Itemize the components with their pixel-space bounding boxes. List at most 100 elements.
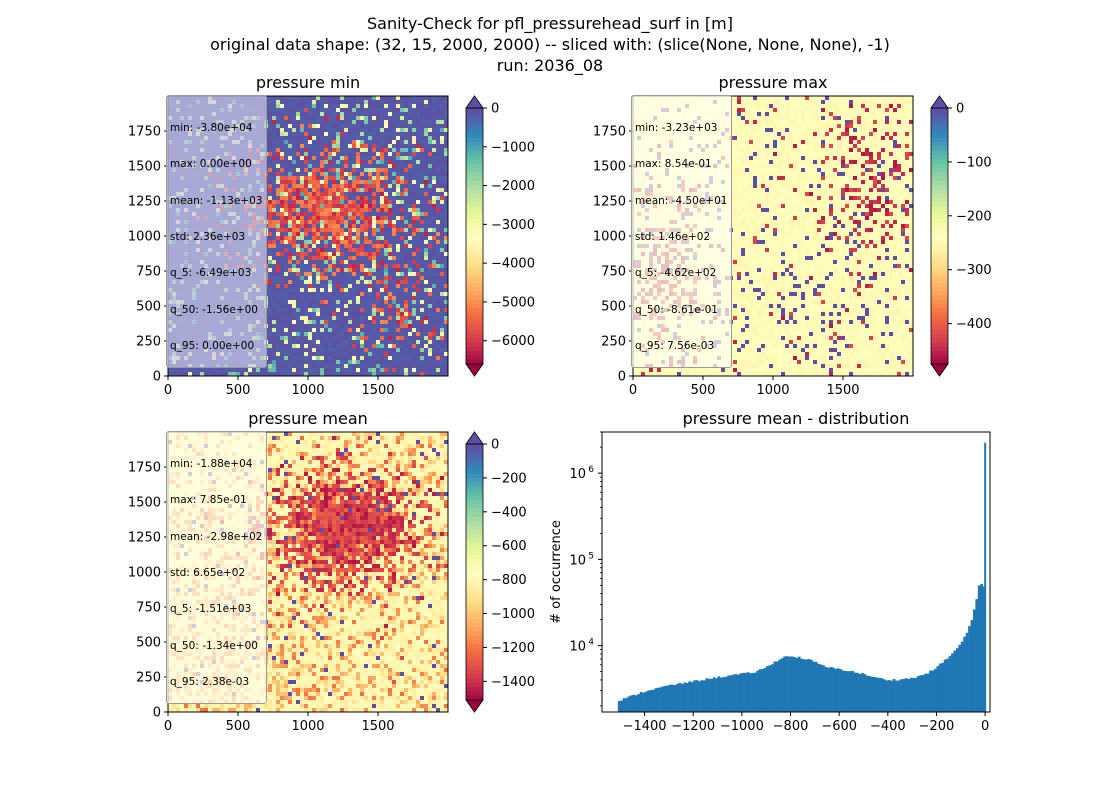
heatmap-cell bbox=[380, 124, 385, 129]
heatmap-cell bbox=[432, 284, 437, 289]
heatmap-cell bbox=[372, 332, 377, 337]
heatmap-cell bbox=[312, 96, 317, 101]
heatmap-cell bbox=[280, 284, 285, 289]
heatmap-cell bbox=[336, 200, 341, 205]
heatmap-cell bbox=[356, 160, 361, 165]
heatmap-cell bbox=[324, 104, 329, 109]
heatmap-cell bbox=[388, 112, 393, 117]
heatmap-cell bbox=[340, 180, 345, 185]
heatmap-cell bbox=[384, 124, 389, 129]
heatmap-cell bbox=[328, 108, 333, 113]
colorbar-segment bbox=[466, 163, 483, 169]
heatmap-cell bbox=[380, 336, 385, 341]
heatmap-cell bbox=[420, 252, 425, 257]
heatmap-cell bbox=[276, 356, 281, 361]
heatmap-cell bbox=[352, 108, 357, 113]
heatmap-cell bbox=[304, 140, 309, 145]
heatmap-cell bbox=[444, 144, 449, 149]
heatmap-cell bbox=[392, 308, 397, 313]
heatmap-cell bbox=[436, 152, 441, 157]
heatmap-cell bbox=[296, 368, 301, 373]
heatmap-cell bbox=[332, 228, 337, 233]
heatmap-cell bbox=[412, 140, 417, 145]
heatmap-cell bbox=[328, 356, 333, 361]
heatmap-cell bbox=[376, 140, 381, 145]
colorbar-segment bbox=[466, 261, 483, 267]
heatmap-cell bbox=[420, 248, 425, 253]
heatmap-cell bbox=[268, 308, 273, 313]
heatmap-cell bbox=[372, 328, 377, 333]
heatmap-cell bbox=[300, 104, 305, 109]
heatmap-cell bbox=[400, 172, 405, 177]
heatmap-cell bbox=[440, 240, 445, 245]
heatmap-cell bbox=[400, 212, 405, 217]
heatmap-cell bbox=[276, 112, 281, 117]
heatmap-cell bbox=[352, 328, 357, 333]
heatmap-cell bbox=[296, 192, 301, 197]
heatmap-cell bbox=[288, 288, 293, 293]
heatmap-cell bbox=[272, 208, 277, 213]
heatmap-cell bbox=[400, 336, 405, 341]
heatmap-cell bbox=[272, 364, 277, 369]
heatmap-cell bbox=[280, 120, 285, 125]
heatmap-cell bbox=[432, 344, 437, 349]
heatmap-cell bbox=[332, 256, 337, 261]
heatmap-cell bbox=[268, 300, 273, 305]
heatmap-cell bbox=[380, 240, 385, 245]
heatmap-cell bbox=[280, 252, 285, 257]
heatmap-cell bbox=[440, 228, 445, 233]
heatmap-cell bbox=[284, 344, 289, 349]
heatmap-cell bbox=[280, 272, 285, 277]
heatmap-cell bbox=[304, 372, 309, 377]
heatmap-cell bbox=[296, 356, 301, 361]
heatmap-cell bbox=[268, 272, 273, 277]
heatmap-cell bbox=[432, 360, 437, 365]
heatmap-cell bbox=[376, 168, 381, 173]
heatmap-cell bbox=[284, 124, 289, 129]
heatmap-cell bbox=[344, 332, 349, 337]
heatmap-cell bbox=[424, 288, 429, 293]
heatmap-cell bbox=[320, 192, 325, 197]
heatmap-cell bbox=[308, 152, 313, 157]
heatmap-cell bbox=[360, 356, 365, 361]
heatmap-cell bbox=[304, 148, 309, 153]
colorbar-segment bbox=[466, 125, 483, 130]
heatmap-cell bbox=[316, 192, 321, 197]
heatmap-cell bbox=[428, 100, 433, 105]
heatmap-cell bbox=[388, 368, 393, 373]
heatmap-cell bbox=[284, 260, 289, 265]
heatmap-cell bbox=[352, 272, 357, 277]
heatmap-cell bbox=[304, 108, 309, 113]
heatmap-cell bbox=[316, 220, 321, 225]
heatmap-cell bbox=[356, 288, 361, 293]
heatmap-cell bbox=[416, 188, 421, 193]
heatmap-cell bbox=[444, 140, 449, 145]
heatmap-cell bbox=[272, 120, 277, 125]
heatmap-cell bbox=[412, 172, 417, 177]
heatmap-cell bbox=[312, 180, 317, 185]
heatmap-cell bbox=[312, 260, 317, 265]
heatmap-cell bbox=[348, 304, 353, 309]
heatmap-cell bbox=[280, 312, 285, 317]
heatmap-cell bbox=[432, 108, 437, 113]
heatmap-cell bbox=[428, 284, 433, 289]
heatmap-cell bbox=[364, 132, 369, 137]
heatmap-cell bbox=[192, 368, 197, 373]
heatmap-cell bbox=[276, 228, 281, 233]
heatmap-cell bbox=[384, 172, 389, 177]
heatmap-cell bbox=[316, 372, 321, 377]
heatmap-cell bbox=[412, 184, 417, 189]
heatmap-cell bbox=[324, 192, 329, 197]
heatmap-cell bbox=[280, 348, 285, 353]
heatmap-cell bbox=[360, 152, 365, 157]
heatmap-cell bbox=[392, 360, 397, 365]
heatmap-cell bbox=[392, 264, 397, 269]
heatmap-cell bbox=[416, 308, 421, 313]
heatmap-cell bbox=[320, 344, 325, 349]
heatmap-cell bbox=[328, 344, 333, 349]
heatmap-cell bbox=[312, 216, 317, 221]
heatmap-cell bbox=[304, 216, 309, 221]
heatmap-cell bbox=[400, 272, 405, 277]
heatmap-cell bbox=[284, 208, 289, 213]
heatmap-cell bbox=[332, 236, 337, 241]
